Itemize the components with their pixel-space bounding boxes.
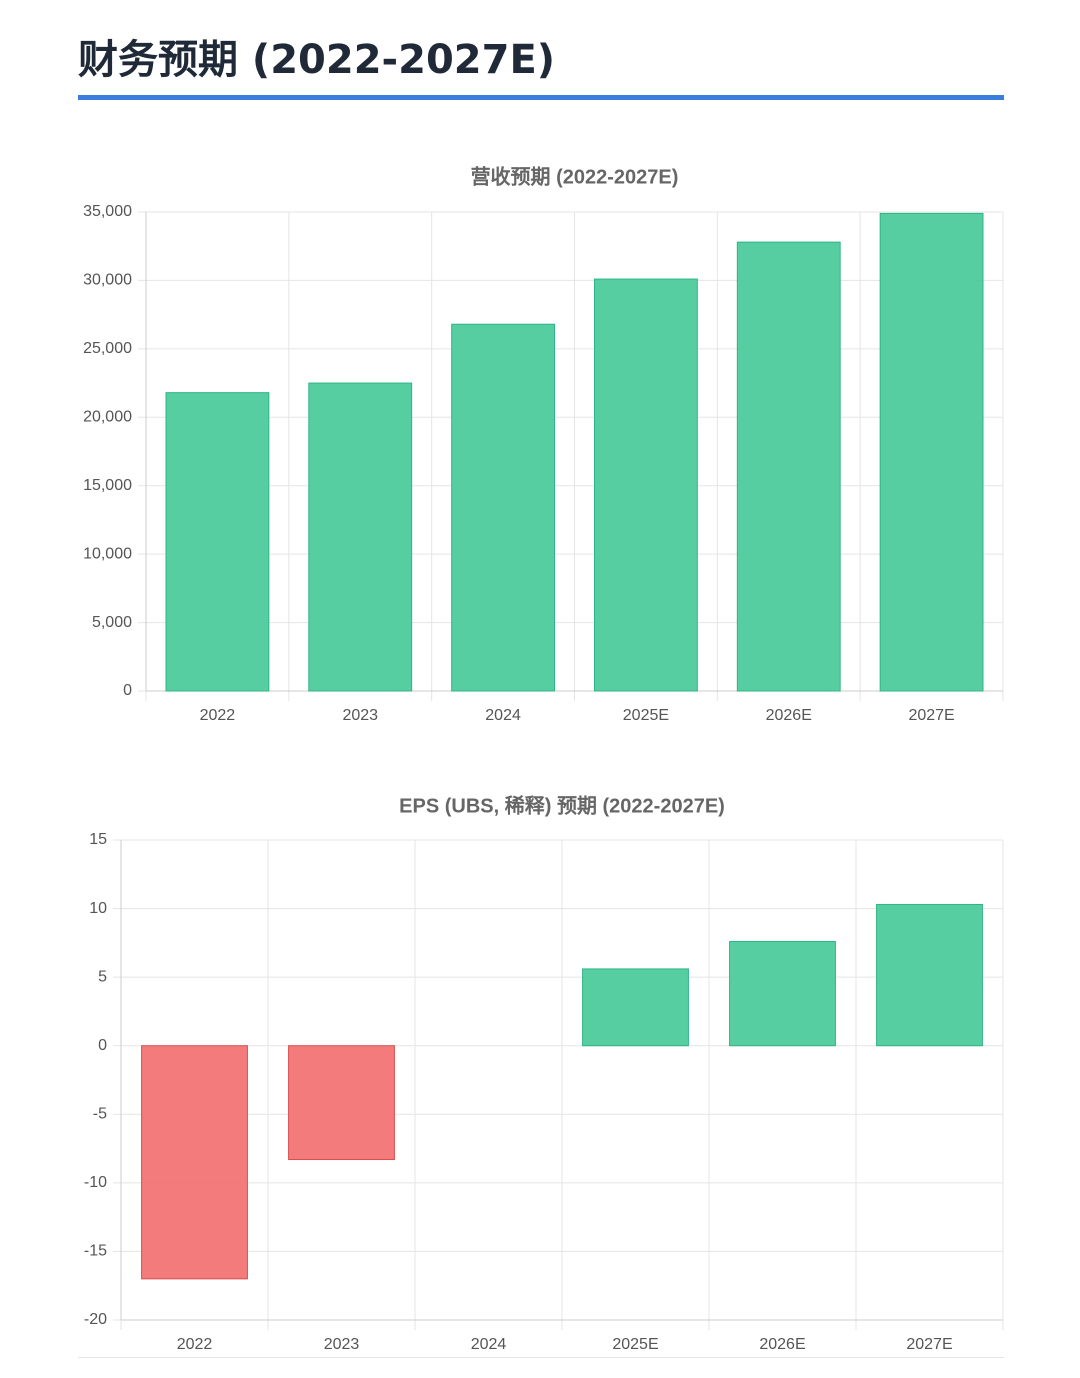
bar-2024 (451, 323, 556, 692)
y-tick-label: 10 (89, 900, 107, 917)
x-tick-label: 2023 (342, 707, 378, 724)
x-tick-label: 2022 (177, 1336, 213, 1353)
y-tick-label: 5 (98, 968, 107, 985)
y-tick-label: 5,000 (92, 614, 132, 631)
y-tick-label: 0 (98, 1037, 107, 1054)
x-tick-label: 2022 (200, 707, 236, 724)
x-tick-label: 2023 (324, 1336, 360, 1353)
chart-title: 营收预期 (2022-2027E) (471, 164, 679, 188)
x-tick-label: 2025E (623, 707, 669, 724)
eps-chart: EPS (UBS, 稀释) 预期 (2022-2027E) -20 -15 -10 -5… (84, 793, 1004, 1353)
y-tick-label: 10,000 (83, 545, 132, 562)
bar-2025E (593, 278, 698, 692)
y-tick-label: 35,000 (83, 203, 132, 220)
x-tick-label: 2024 (471, 1336, 507, 1353)
revenue-chart: 营收预期 (2022-2027E) 0 5,000 10,000 15,000 20,00… (83, 164, 1004, 724)
x-tick-label: 2024 (485, 707, 521, 724)
y-tick-label: 30,000 (83, 272, 132, 289)
y-tick-label: 25,000 (83, 340, 132, 357)
bottom-divider (78, 1357, 1004, 1358)
bar-2022 (165, 392, 270, 692)
bar-2022 (141, 1045, 248, 1280)
y-tick-label: 20,000 (83, 409, 132, 426)
x-tick-label: 2027E (906, 1336, 952, 1353)
y-tick-label: -20 (84, 1311, 107, 1328)
bar-2027E (879, 212, 984, 692)
y-tick-label: -5 (93, 1106, 107, 1123)
x-tick-label: 2026E (759, 1336, 805, 1353)
y-tick-label: -10 (84, 1174, 107, 1191)
page-title: 财务预期 (2022-2027E) (78, 37, 556, 83)
bar-2026E (729, 940, 836, 1047)
bar-2027E (876, 903, 983, 1047)
bar-2023 (308, 382, 413, 692)
chart-title: EPS (UBS, 稀释) 预期 (2022-2027E) (399, 793, 725, 817)
y-tick-label: -15 (84, 1243, 107, 1260)
bar-2026E (736, 241, 841, 692)
y-tick-label: 0 (123, 682, 132, 699)
title-underline (78, 95, 1004, 100)
y-tick-label: 15 (89, 831, 107, 848)
x-tick-label: 2026E (766, 707, 812, 724)
x-tick-label: 2025E (612, 1336, 658, 1353)
y-tick-label: 15,000 (83, 477, 132, 494)
bar-2023 (288, 1045, 395, 1161)
x-tick-label: 2027E (908, 707, 954, 724)
bar-2025E (582, 968, 689, 1047)
